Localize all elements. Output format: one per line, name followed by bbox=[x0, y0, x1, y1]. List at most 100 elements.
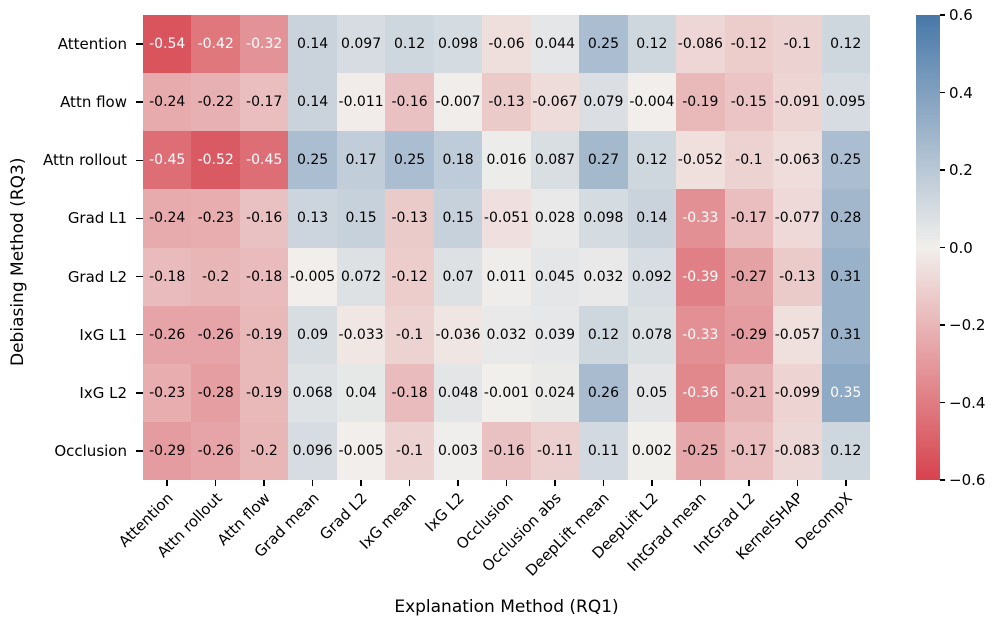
heatmap-cell: 0.14 bbox=[627, 189, 677, 248]
heatmap-cell: -0.18 bbox=[385, 363, 434, 422]
heatmap-cell: -0.13 bbox=[482, 73, 531, 132]
colorbar-tick-mark bbox=[940, 169, 945, 171]
heatmap-cell: -0.091 bbox=[773, 73, 822, 132]
colorbar-tick-mark bbox=[940, 324, 945, 326]
heatmap-cell: -0.16 bbox=[385, 73, 434, 132]
colorbar-tick-mark bbox=[940, 91, 945, 94]
heatmap-cell: -0.29 bbox=[143, 421, 192, 480]
heatmap-cell: -0.24 bbox=[143, 189, 192, 248]
heatmap-cell: 0.12 bbox=[627, 131, 677, 190]
heatmap-cell: -0.33 bbox=[676, 305, 725, 364]
colorbar-gradient bbox=[916, 15, 940, 480]
heatmap-cell: -0.18 bbox=[143, 247, 192, 306]
x-tick-mark bbox=[360, 480, 362, 486]
heatmap-cell: -0.32 bbox=[239, 15, 289, 74]
heatmap-cell: -0.16 bbox=[239, 189, 289, 248]
heatmap-cell: -0.083 bbox=[773, 421, 822, 480]
x-tick-mark bbox=[554, 480, 556, 486]
y-tick-label: Attention bbox=[57, 35, 127, 54]
heatmap-cell: -0.1 bbox=[385, 421, 434, 480]
heatmap-cell: 0.14 bbox=[288, 15, 337, 74]
heatmap-cell: -0.17 bbox=[239, 73, 289, 132]
heatmap-cell: -0.077 bbox=[773, 189, 822, 248]
x-tick-mark bbox=[166, 480, 168, 486]
heatmap-cell: -0.2 bbox=[239, 421, 289, 480]
heatmap-cell: 0.12 bbox=[385, 15, 434, 74]
x-tick-mark bbox=[311, 480, 314, 486]
heatmap-cell: 0.31 bbox=[821, 305, 870, 364]
heatmap-cell: -0.25 bbox=[676, 421, 725, 480]
heatmap-cell: -0.12 bbox=[385, 247, 434, 306]
heatmap-cell: 0.048 bbox=[433, 363, 483, 422]
heatmap-cell: 0.068 bbox=[288, 363, 337, 422]
heatmap-cell: 0.25 bbox=[821, 131, 870, 190]
heatmap-cell: 0.032 bbox=[579, 247, 628, 306]
heatmap-cell: -0.13 bbox=[773, 247, 822, 306]
x-tick-mark bbox=[748, 480, 750, 486]
colorbar-tick-label: −0.4 bbox=[949, 393, 986, 412]
heatmap-cell: 0.09 bbox=[288, 305, 337, 364]
heatmap-cell: -0.16 bbox=[482, 421, 531, 480]
y-tick-label: IxG L1 bbox=[79, 325, 127, 344]
heatmap-cell: -0.26 bbox=[191, 305, 240, 364]
y-tick-mark bbox=[136, 275, 143, 278]
heatmap-cell: -0.007 bbox=[433, 73, 483, 132]
colorbar-tick-label: 0.4 bbox=[949, 83, 973, 102]
heatmap-cell: -0.22 bbox=[191, 73, 240, 132]
heatmap-cell: 0.016 bbox=[482, 131, 531, 190]
heatmap-cell: 0.12 bbox=[821, 15, 870, 74]
heatmap-cell: 0.039 bbox=[530, 305, 580, 364]
heatmap-cell: 0.31 bbox=[821, 247, 870, 306]
heatmap-cell: -0.06 bbox=[482, 15, 531, 74]
heatmap-cell: 0.002 bbox=[627, 421, 677, 480]
x-tick-mark bbox=[408, 480, 411, 486]
heatmap-cell: 0.044 bbox=[530, 15, 580, 74]
heatmap-cell: -0.45 bbox=[239, 131, 289, 190]
heatmap-cell: -0.54 bbox=[143, 15, 192, 74]
heatmap-cell: 0.011 bbox=[482, 247, 531, 306]
heatmap-cell: 0.024 bbox=[530, 363, 580, 422]
heatmap-cell: 0.028 bbox=[530, 189, 580, 248]
heatmap-cell: -0.15 bbox=[724, 73, 774, 132]
x-tick-mark bbox=[651, 480, 653, 486]
y-tick-mark bbox=[136, 450, 143, 452]
colorbar-tick-label: 0.0 bbox=[949, 238, 973, 257]
colorbar-tick-label: 0.6 bbox=[949, 6, 973, 24]
y-tick-mark bbox=[136, 43, 143, 45]
heatmap-cell: -0.004 bbox=[627, 73, 677, 132]
heatmap-cell: 0.18 bbox=[433, 131, 483, 190]
heatmap-cell: -0.051 bbox=[482, 189, 531, 248]
x-tick-mark bbox=[699, 480, 702, 486]
heatmap-cell: 0.15 bbox=[433, 189, 483, 248]
heatmap-cell: -0.12 bbox=[724, 15, 774, 74]
heatmap-cell: -0.29 bbox=[724, 305, 774, 364]
y-tick-labels: Attention Attn flow Attn rollout Grad L1 Gra… bbox=[0, 15, 136, 480]
heatmap-cell: -0.18 bbox=[239, 247, 289, 306]
heatmap-cell: 0.25 bbox=[288, 131, 337, 190]
heatmap-cell: -0.21 bbox=[724, 363, 774, 422]
colorbar-tick-mark bbox=[940, 479, 945, 481]
x-tick-mark bbox=[796, 480, 799, 486]
heatmap-cell: 0.003 bbox=[433, 421, 483, 480]
heatmap-cell: -0.099 bbox=[773, 363, 822, 422]
heatmap-cell: -0.23 bbox=[143, 363, 192, 422]
heatmap-cell: 0.12 bbox=[821, 421, 870, 480]
heatmap-cell: 0.13 bbox=[288, 189, 337, 248]
heatmap-cell: 0.26 bbox=[579, 363, 628, 422]
heatmap-cell: -0.33 bbox=[676, 189, 725, 248]
heatmap-grid: -0.54 -0.42 -0.32 0.14 0.097 0.12 0.098 -0.06 0.… bbox=[143, 15, 870, 480]
heatmap-cell: 0.25 bbox=[385, 131, 434, 190]
colorbar-tick-mark bbox=[940, 14, 945, 16]
heatmap-cell: -0.42 bbox=[191, 15, 240, 74]
heatmap-cell: 0.28 bbox=[821, 189, 870, 248]
heatmap-cell: -0.011 bbox=[336, 73, 386, 132]
colorbar bbox=[916, 15, 940, 480]
heatmap-cell: -0.1 bbox=[385, 305, 434, 364]
heatmap-cell: -0.27 bbox=[724, 247, 774, 306]
colorbar-tick-label: −0.2 bbox=[949, 316, 986, 334]
heatmap-cell: -0.063 bbox=[773, 131, 822, 190]
heatmap-cell: -0.19 bbox=[676, 73, 725, 132]
heatmap-cell: -0.36 bbox=[676, 363, 725, 422]
heatmap-cell: 0.097 bbox=[336, 15, 386, 74]
